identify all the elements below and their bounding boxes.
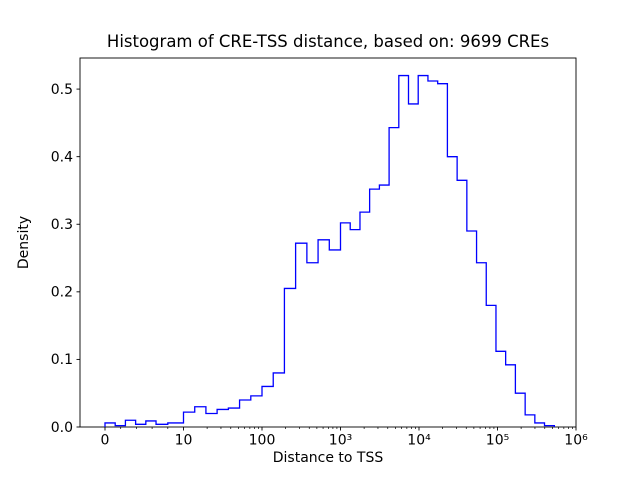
y-tick-label: 0.4 [51, 149, 73, 165]
axes-frame [79, 57, 577, 428]
histogram-series [104, 74, 556, 427]
x-tick-label: 10 [175, 433, 193, 449]
y-tick-label: 0.1 [51, 352, 73, 368]
chart-title: Histogram of CRE-TSS distance, based on:… [107, 32, 549, 51]
y-tick-label: 0.0 [51, 420, 73, 436]
x-tick-label: 10⁴ [407, 433, 431, 449]
x-tick-label: 10⁵ [486, 433, 509, 449]
x-tick-label: 10⁶ [564, 433, 588, 449]
x-tick-label: 0 [101, 433, 110, 449]
x-axis-label: Distance to TSS [273, 450, 384, 466]
y-tick-label: 0.2 [51, 285, 73, 301]
x-ticks: 0 10 100 10³ 10⁴ 10⁵ 10⁶ [101, 427, 588, 449]
x-tick-label: 10³ [329, 433, 352, 449]
y-tick-label: 0.5 [51, 82, 73, 98]
x-tick-label: 100 [249, 433, 276, 449]
x-minor-ticks [120, 427, 573, 429]
y-tick-label: 0.3 [51, 217, 73, 233]
y-axis-label: Density [16, 216, 32, 269]
histogram-line [104, 74, 556, 427]
y-ticks: 0.0 0.1 0.2 0.3 0.4 0.5 [51, 82, 80, 436]
